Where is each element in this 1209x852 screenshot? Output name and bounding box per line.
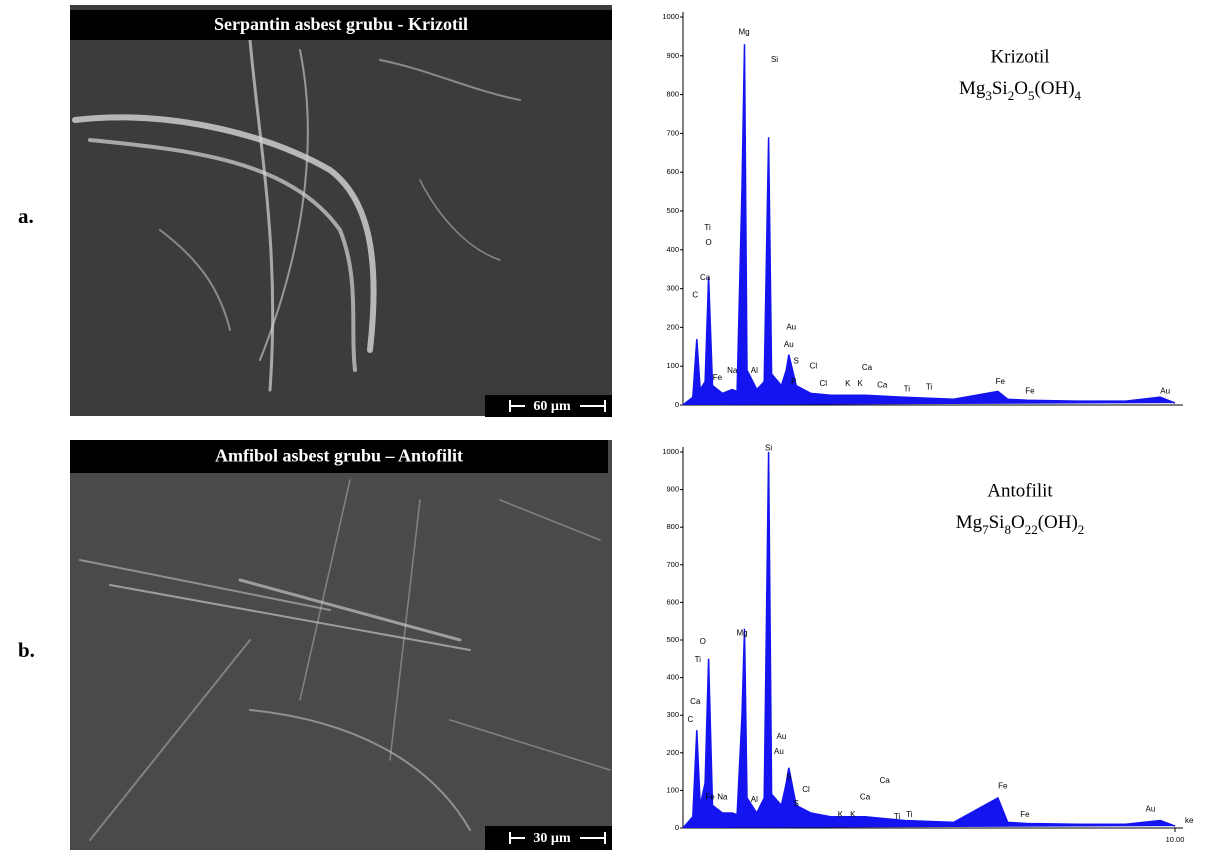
mineral-name: Antofilit bbox=[987, 480, 1053, 501]
formula-part: O bbox=[1014, 78, 1028, 99]
y-tick-label: 200 bbox=[666, 322, 679, 331]
panel-label: b. bbox=[18, 638, 35, 662]
y-tick-label: 700 bbox=[666, 128, 679, 137]
y-tick-label: 400 bbox=[666, 245, 679, 254]
peak-label: Ti bbox=[904, 385, 911, 394]
peak-label: Cl bbox=[802, 785, 810, 794]
peak-label: K bbox=[845, 379, 851, 388]
y-tick-label: 100 bbox=[666, 361, 679, 370]
scale-bar-label: 60 µm bbox=[533, 399, 571, 414]
peak-label: Au bbox=[1146, 804, 1156, 813]
x-axis-label: ke bbox=[1185, 816, 1194, 825]
formula-part: Si bbox=[989, 512, 1005, 533]
peak-label: Fe bbox=[705, 792, 715, 801]
peak-label: C bbox=[692, 290, 698, 299]
peak-label: O bbox=[705, 238, 711, 247]
formula: Mg7Si8O22(OH)2 bbox=[956, 512, 1085, 537]
peak-label: Mg bbox=[738, 28, 749, 37]
panel-label: a. bbox=[18, 204, 34, 228]
image-title: Amfibol asbest grubu – Antofilit bbox=[215, 446, 463, 466]
peak-label: Ti bbox=[906, 810, 913, 819]
y-tick-label: 200 bbox=[666, 748, 679, 757]
x-tick-label: 10.00 bbox=[1166, 835, 1185, 844]
y-tick-label: 800 bbox=[666, 522, 679, 531]
y-tick-label: 1000 bbox=[662, 447, 679, 456]
peak-label: O bbox=[700, 637, 706, 646]
mineral-name: Krizotil bbox=[990, 46, 1049, 67]
formula-part: (OH) bbox=[1038, 512, 1078, 533]
peak-label: Au bbox=[777, 732, 787, 741]
formula-part: Mg bbox=[956, 512, 983, 533]
peak-label: Au bbox=[774, 747, 784, 756]
peak-label: Ca bbox=[700, 273, 711, 282]
peak-label: Ti bbox=[926, 383, 933, 392]
peak-label: Au bbox=[786, 323, 796, 332]
peak-label: P bbox=[791, 377, 796, 386]
y-tick-label: 900 bbox=[666, 485, 679, 494]
formula-part: 22 bbox=[1025, 522, 1038, 537]
peak-label: Al bbox=[751, 366, 758, 375]
y-tick-label: 600 bbox=[666, 597, 679, 606]
y-tick-label: 300 bbox=[666, 284, 679, 293]
y-tick-label: 500 bbox=[666, 206, 679, 215]
formula-part: 2 bbox=[1078, 522, 1085, 537]
peak-label: Ti bbox=[894, 812, 901, 821]
peak-label: S bbox=[786, 772, 791, 781]
formula-part: Si bbox=[992, 78, 1008, 99]
peak-label: Mg bbox=[736, 628, 747, 637]
scale-bar-label: 30 µm bbox=[533, 831, 571, 846]
peak-label: Na bbox=[727, 366, 738, 375]
formula: Mg3Si2O5(OH)4 bbox=[959, 78, 1082, 103]
peak-label: Ca bbox=[690, 697, 701, 706]
peak-label: K bbox=[857, 379, 863, 388]
peak-label: Ca bbox=[880, 776, 891, 785]
peak-label: Fe bbox=[713, 373, 723, 382]
y-tick-label: 700 bbox=[666, 560, 679, 569]
peak-label: Cl bbox=[810, 361, 818, 370]
peak-label: Fe bbox=[1020, 810, 1030, 819]
y-tick-label: 500 bbox=[666, 635, 679, 644]
peak-label: Ca bbox=[877, 381, 888, 390]
formula-part: (OH) bbox=[1034, 78, 1074, 99]
y-tick-label: 1000 bbox=[662, 12, 679, 21]
y-tick-label: 800 bbox=[666, 90, 679, 99]
peak-label: Ti bbox=[704, 223, 711, 232]
y-tick-label: 100 bbox=[666, 785, 679, 794]
image-title: Serpantin asbest grubu - Krizotil bbox=[214, 14, 468, 34]
peak-label: Fe bbox=[996, 377, 1006, 386]
peak-label: Fe bbox=[998, 782, 1008, 791]
peak-label: Si bbox=[771, 55, 778, 64]
spectrum bbox=[683, 452, 1175, 828]
peak-label: Cl bbox=[819, 379, 827, 388]
y-tick-label: 0 bbox=[675, 823, 679, 832]
peak-label: K bbox=[838, 810, 844, 819]
spectrum bbox=[683, 44, 1175, 405]
peak-label: C bbox=[687, 715, 693, 724]
peak-label: Al bbox=[751, 795, 758, 804]
peak-label: Ca bbox=[862, 363, 873, 372]
peak-label: S bbox=[793, 356, 798, 365]
peak-label: Au bbox=[784, 340, 794, 349]
peak-label: Ca bbox=[860, 792, 871, 801]
formula-part: 4 bbox=[1075, 88, 1082, 103]
peak-label: Au bbox=[1160, 387, 1170, 396]
y-tick-label: 0 bbox=[675, 400, 679, 409]
peak-label: Na bbox=[717, 792, 728, 801]
y-tick-label: 600 bbox=[666, 167, 679, 176]
peak-label: Fe bbox=[1025, 387, 1035, 396]
formula-part: Mg bbox=[959, 78, 986, 99]
y-tick-label: 300 bbox=[666, 710, 679, 719]
y-tick-label: 900 bbox=[666, 51, 679, 60]
figure: a. Serpantin asbest grubu - Krizotil 60 µm… bbox=[0, 0, 1209, 852]
peak-label: K bbox=[850, 810, 856, 819]
y-tick-label: 400 bbox=[666, 673, 679, 682]
peak-label: Si bbox=[765, 443, 772, 452]
sem-image-b bbox=[70, 440, 612, 850]
peak-label: S bbox=[793, 799, 798, 808]
peak-label: Ti bbox=[695, 655, 702, 664]
formula-part: O bbox=[1011, 512, 1025, 533]
sem-image-a bbox=[70, 5, 612, 416]
